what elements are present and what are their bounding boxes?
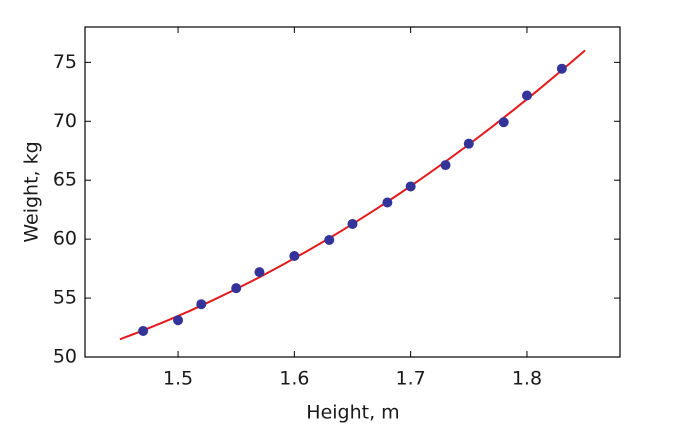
data-point — [440, 160, 451, 171]
data-point — [254, 267, 265, 278]
x-tick-label: 1.7 — [396, 368, 426, 390]
data-point — [498, 117, 509, 128]
data-point — [173, 315, 184, 326]
data-point — [405, 181, 416, 192]
y-tick-label: 50 — [53, 346, 77, 368]
fit-curve — [119, 49, 586, 341]
data-point — [382, 197, 393, 208]
data-point — [289, 250, 300, 261]
y-tick-label: 55 — [53, 287, 77, 309]
data-point — [347, 218, 358, 229]
data-point — [138, 325, 149, 336]
x-tick-label: 1.8 — [512, 368, 542, 390]
data-point — [463, 138, 474, 149]
data-point — [196, 299, 207, 310]
x-tick-label: 1.6 — [279, 368, 309, 390]
x-axis-label: Height, m — [306, 402, 399, 424]
y-tick-label: 70 — [53, 110, 77, 132]
y-axis-label: Weight, kg — [21, 141, 43, 242]
data-point — [556, 63, 567, 74]
x-tick-label: 1.5 — [163, 368, 193, 390]
data-point — [324, 234, 335, 245]
y-tick-label: 60 — [53, 228, 77, 250]
data-point — [231, 283, 242, 294]
y-tick-label: 65 — [53, 169, 77, 191]
plot-frame — [84, 26, 621, 358]
y-tick-label: 75 — [53, 51, 77, 73]
data-point — [521, 90, 532, 101]
